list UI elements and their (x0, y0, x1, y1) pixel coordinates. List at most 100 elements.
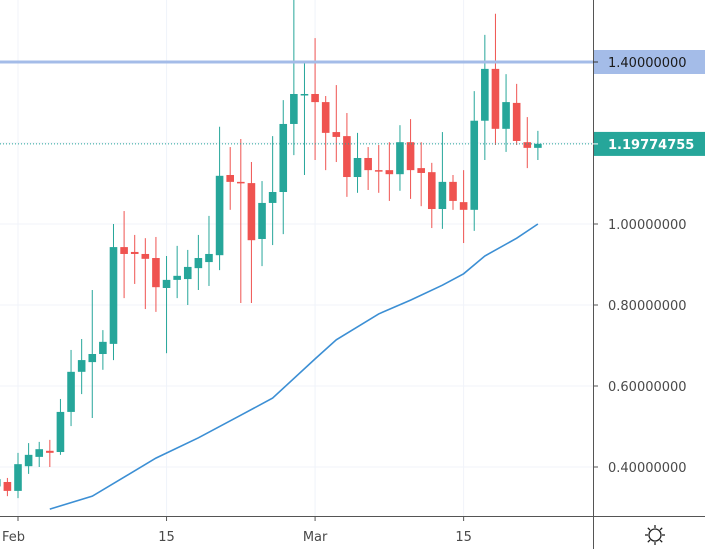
candle-body (130, 251, 139, 254)
candle-body (237, 181, 245, 184)
candle-down[interactable] (385, 142, 394, 201)
candle-up[interactable] (99, 330, 107, 370)
candle-up[interactable] (258, 181, 266, 267)
candle-down[interactable] (321, 96, 330, 171)
candle-down[interactable] (364, 147, 372, 190)
candle-up[interactable] (77, 339, 86, 395)
candle-down[interactable] (152, 236, 160, 312)
candle-up[interactable] (24, 443, 33, 474)
candle-body (523, 142, 532, 148)
candle-up[interactable] (268, 136, 277, 246)
candle-body (67, 371, 75, 412)
candle-up[interactable] (56, 398, 65, 455)
candle-body (374, 170, 383, 172)
candle-down[interactable] (332, 85, 341, 163)
candle-body (481, 68, 489, 121)
price-tick-label: 1.00000000 (608, 218, 687, 233)
candle-up[interactable] (67, 349, 75, 427)
candle-up[interactable] (162, 255, 171, 354)
candle-body (311, 93, 319, 103)
candle-body (141, 253, 150, 259)
candles-layer (0, 0, 542, 499)
candle-up[interactable] (481, 34, 489, 161)
candle-up[interactable] (470, 91, 479, 231)
candle-down[interactable] (374, 145, 383, 193)
candle-body (215, 175, 224, 256)
candle-down[interactable] (130, 234, 139, 284)
candle-down[interactable] (311, 38, 319, 161)
candle-up[interactable] (173, 245, 181, 299)
candle-up[interactable] (300, 62, 309, 175)
candle-body (332, 132, 341, 137)
gear-icon (645, 525, 665, 545)
candle-body (24, 454, 33, 467)
candle-up[interactable] (438, 132, 447, 229)
candle-down[interactable] (120, 211, 128, 299)
candle-down[interactable] (427, 162, 436, 229)
time-axis[interactable]: Feb 15 Mar 15 (0, 516, 705, 549)
moving-average-line (49, 223, 539, 510)
candle-down[interactable] (449, 174, 457, 210)
candle-body (417, 168, 425, 173)
candle-body (258, 202, 266, 239)
price-tick-label: 0.60000000 (608, 380, 687, 395)
candle-down[interactable] (247, 162, 256, 303)
candle-up[interactable] (88, 290, 97, 418)
candle-up[interactable] (279, 100, 288, 235)
candle-up[interactable] (183, 249, 192, 305)
candle-down[interactable] (459, 170, 468, 244)
price-axis[interactable]: 0.40000000 0.60000000 0.80000000 1.00000000… (593, 0, 705, 549)
candle-down[interactable] (417, 142, 425, 207)
candle-up[interactable] (14, 452, 22, 499)
candle-body (46, 450, 54, 453)
price-tick-label: 0.40000000 (608, 461, 687, 476)
candle-body (205, 253, 213, 263)
candle-body (343, 136, 351, 178)
candle-up[interactable] (205, 215, 213, 286)
candle-up[interactable] (502, 74, 510, 152)
horizontal-line-label: 1.40000000 (608, 56, 687, 71)
candle-body (396, 142, 404, 175)
price-tick-label: 0.80000000 (608, 299, 687, 314)
candle-up[interactable] (35, 441, 44, 467)
candle-body (385, 170, 394, 175)
candle-down[interactable] (523, 117, 532, 169)
candle-body (14, 464, 22, 491)
candle-down[interactable] (343, 113, 351, 197)
settings-button[interactable] (645, 525, 665, 545)
time-tick-label: Feb (2, 530, 25, 545)
candle-body (268, 192, 277, 203)
horizontal-lines[interactable] (0, 60, 593, 145)
candle-down[interactable] (491, 13, 500, 146)
candle-body (77, 360, 86, 372)
candle-body (321, 102, 330, 133)
candle-up[interactable] (109, 224, 118, 361)
last-price-badge (594, 131, 705, 156)
candle-body (99, 341, 107, 355)
horizontal-line-badge[interactable] (594, 50, 705, 74)
candle-down[interactable] (237, 138, 245, 303)
time-tick-label: 15 (455, 530, 472, 545)
candle-up[interactable] (290, 0, 298, 156)
candle-body (459, 202, 468, 210)
candle-body (194, 258, 203, 269)
candle-body (279, 123, 288, 193)
chart-grid (0, 0, 593, 516)
candle-up[interactable] (194, 234, 203, 291)
candle-down[interactable] (512, 83, 521, 146)
candle-up[interactable] (353, 132, 362, 193)
last-price-label: 1.19774755 (608, 138, 694, 153)
candle-body (364, 157, 372, 171)
candle-body (470, 120, 479, 210)
candle-down[interactable] (46, 439, 54, 467)
candle-down[interactable] (406, 119, 415, 199)
candle-up[interactable] (215, 126, 224, 271)
candle-down[interactable] (226, 147, 234, 210)
candle-up[interactable] (534, 130, 542, 161)
candle-body (512, 102, 521, 141)
candle-down[interactable] (141, 238, 150, 310)
candle-up[interactable] (0, 476, 1, 493)
candle-up[interactable] (396, 125, 404, 191)
candle-down[interactable] (3, 477, 12, 497)
